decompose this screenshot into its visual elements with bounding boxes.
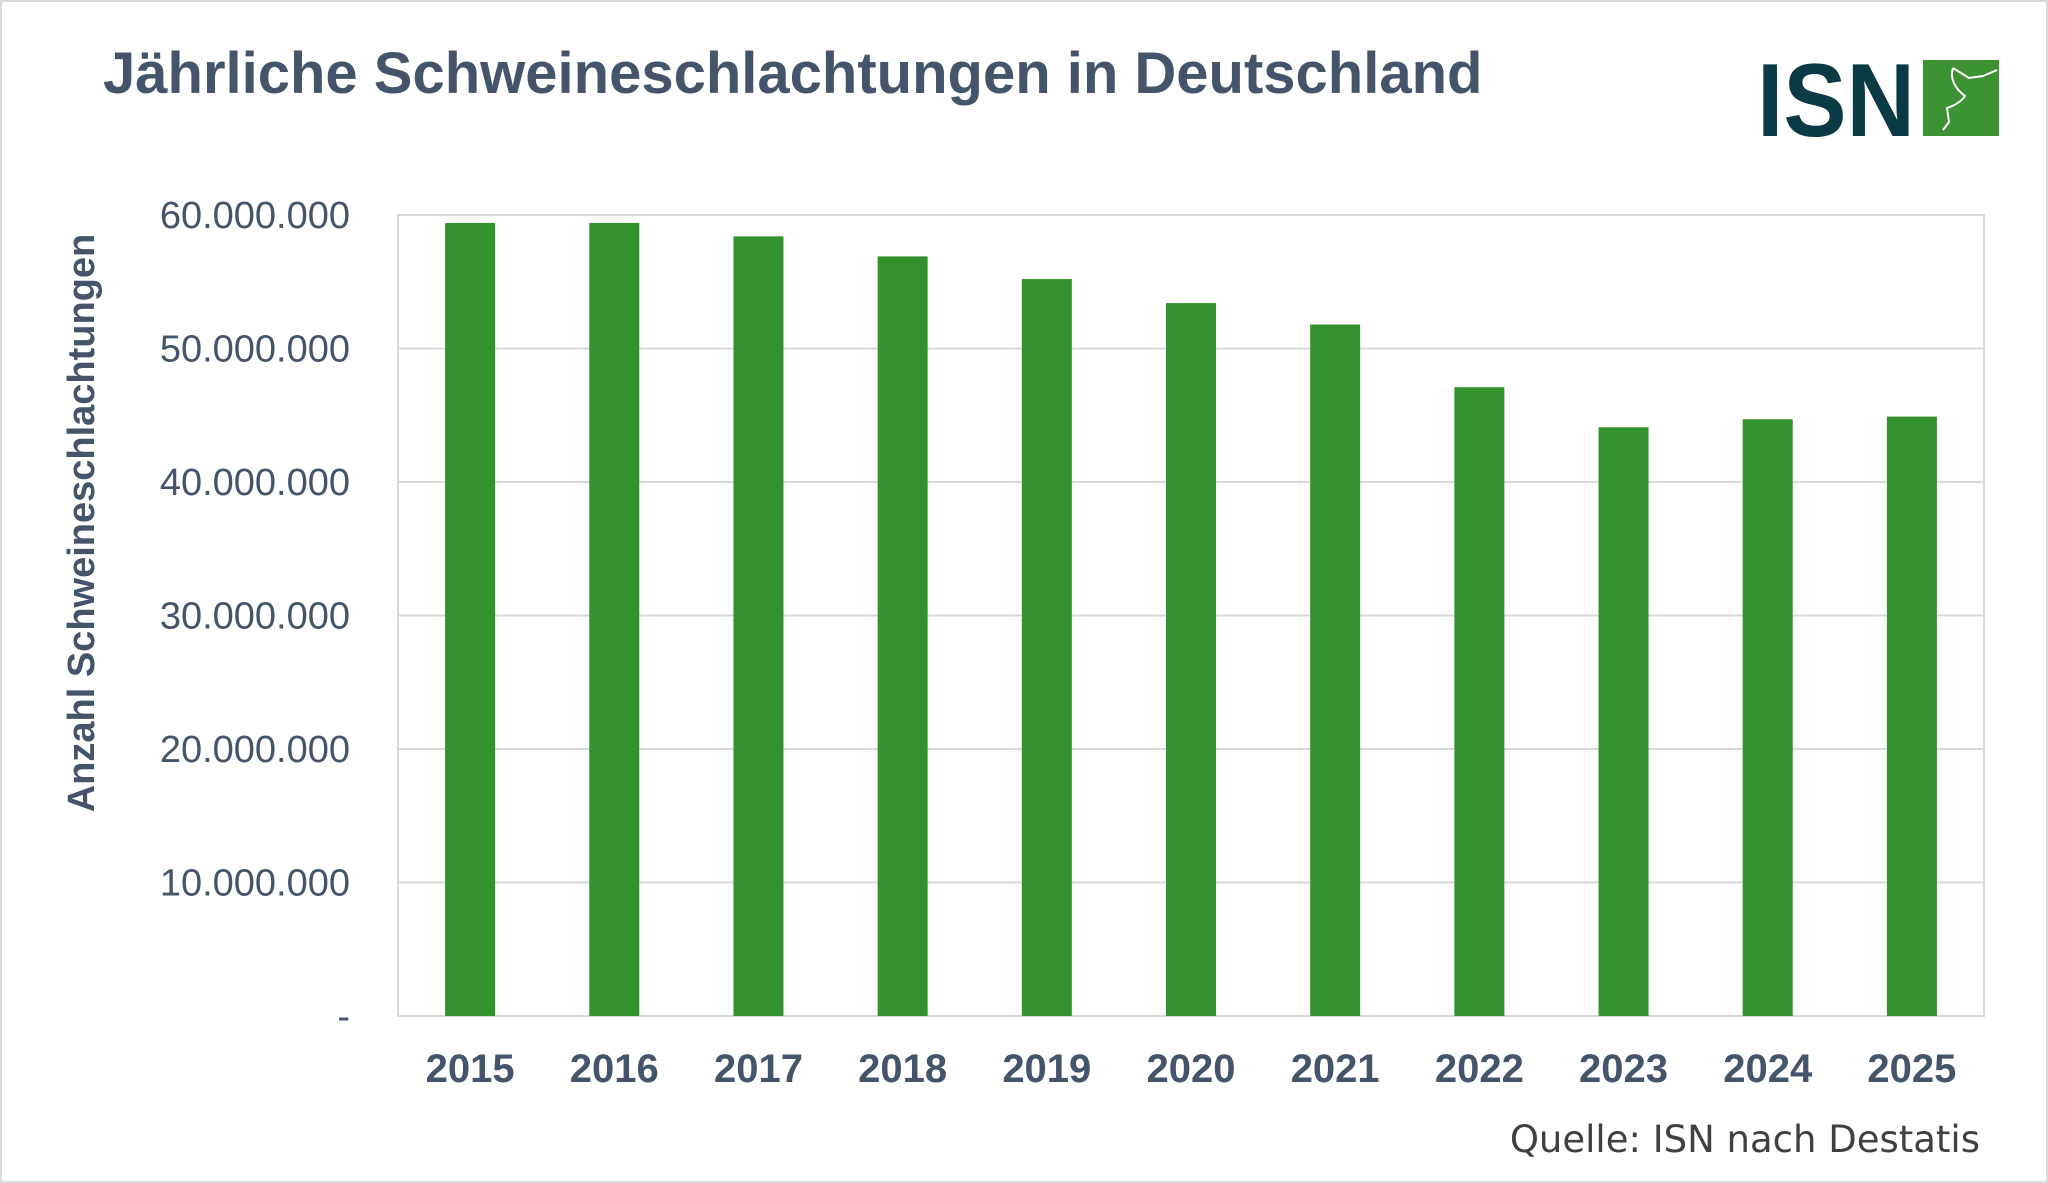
x-tick-label: 2023 [1579,1047,1668,1091]
y-tick-label: 10.000.000 [160,863,350,905]
y-tick-label: - [337,996,350,1038]
bar-2019 [1021,279,1072,1017]
x-tick-label: 2016 [570,1047,659,1091]
bar-2020 [1166,303,1216,1016]
bar-2022 [1454,387,1505,1017]
x-tick-label: 2017 [714,1047,803,1091]
x-tick-label: 2024 [1723,1047,1813,1091]
x-tick-label: 2025 [1867,1047,1956,1091]
bar-2024 [1742,419,1793,1016]
y-tick-label: 20.000.000 [160,729,350,771]
bar-2016 [589,223,640,1016]
y-tick-label: 40.000.000 [160,462,350,504]
bar-2021 [1310,324,1361,1017]
y-axis-label: Anzahl Schweineschlachtungen [61,234,103,813]
x-tick-label: 2018 [858,1047,947,1091]
chart-title: Jährliche Schweineschlachtungen in Deuts… [103,41,1483,106]
x-tick-label: 2022 [1435,1047,1524,1091]
svg-text:ISN: ISN [1757,56,1915,140]
x-tick-label: 2021 [1291,1047,1380,1091]
isn-logo: ISN [1757,56,1999,140]
x-tick-label: 2020 [1147,1047,1236,1091]
bar-2015 [445,223,496,1016]
y-tick-label: 60.000.000 [160,195,350,237]
source-note: Quelle: ISN nach Destatis [1509,1118,1980,1161]
bar-2023 [1598,427,1649,1016]
bar-2025 [1886,416,1937,1017]
bar-2018 [877,256,928,1016]
y-tick-label: 30.000.000 [160,596,350,638]
x-tick-label: 2019 [1002,1047,1091,1091]
y-tick-label: 50.000.000 [160,329,350,371]
bar-2017 [733,236,784,1017]
x-tick-label: 2015 [426,1047,515,1091]
